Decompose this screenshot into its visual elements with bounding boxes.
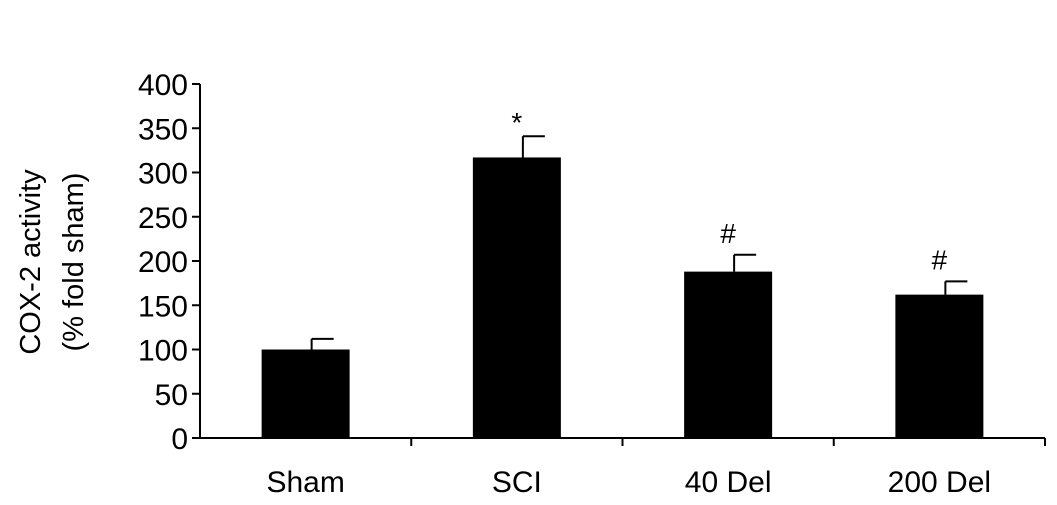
bar xyxy=(472,157,561,438)
bars xyxy=(261,135,984,438)
bar xyxy=(261,349,350,438)
x-category-label: 200 Del xyxy=(888,466,991,499)
x-category-label: SCI xyxy=(492,466,542,499)
y-axis-title-line-1: COX-2 activity xyxy=(15,169,47,355)
x-category-label: Sham xyxy=(266,466,344,499)
bar xyxy=(684,271,773,438)
y-tick-label: 150 xyxy=(138,290,188,323)
significance-marker: # xyxy=(720,218,736,249)
significance-marker: * xyxy=(511,107,522,138)
labels: 0 50 100 150 200 250 300 350 400 Sham * SCI #40 Del #… xyxy=(138,69,991,499)
bar xyxy=(895,294,984,438)
y-tick-label: 350 xyxy=(138,113,188,146)
y-tick-label: 300 xyxy=(138,158,188,191)
significance-marker: # xyxy=(932,244,948,275)
y-tick-label: 100 xyxy=(138,335,188,368)
y-tick-label: 250 xyxy=(138,202,188,235)
y-axis-title: COX-2 activity (% fold sham) xyxy=(15,169,90,355)
x-category-label: 40 Del xyxy=(685,466,772,499)
y-tick-label: 200 xyxy=(138,246,188,279)
y-tick-label: 0 xyxy=(171,423,188,456)
y-tick-label: 50 xyxy=(155,379,188,412)
y-axis-title-line-2: (% fold sham) xyxy=(58,173,90,352)
y-tick-label: 400 xyxy=(138,69,188,102)
